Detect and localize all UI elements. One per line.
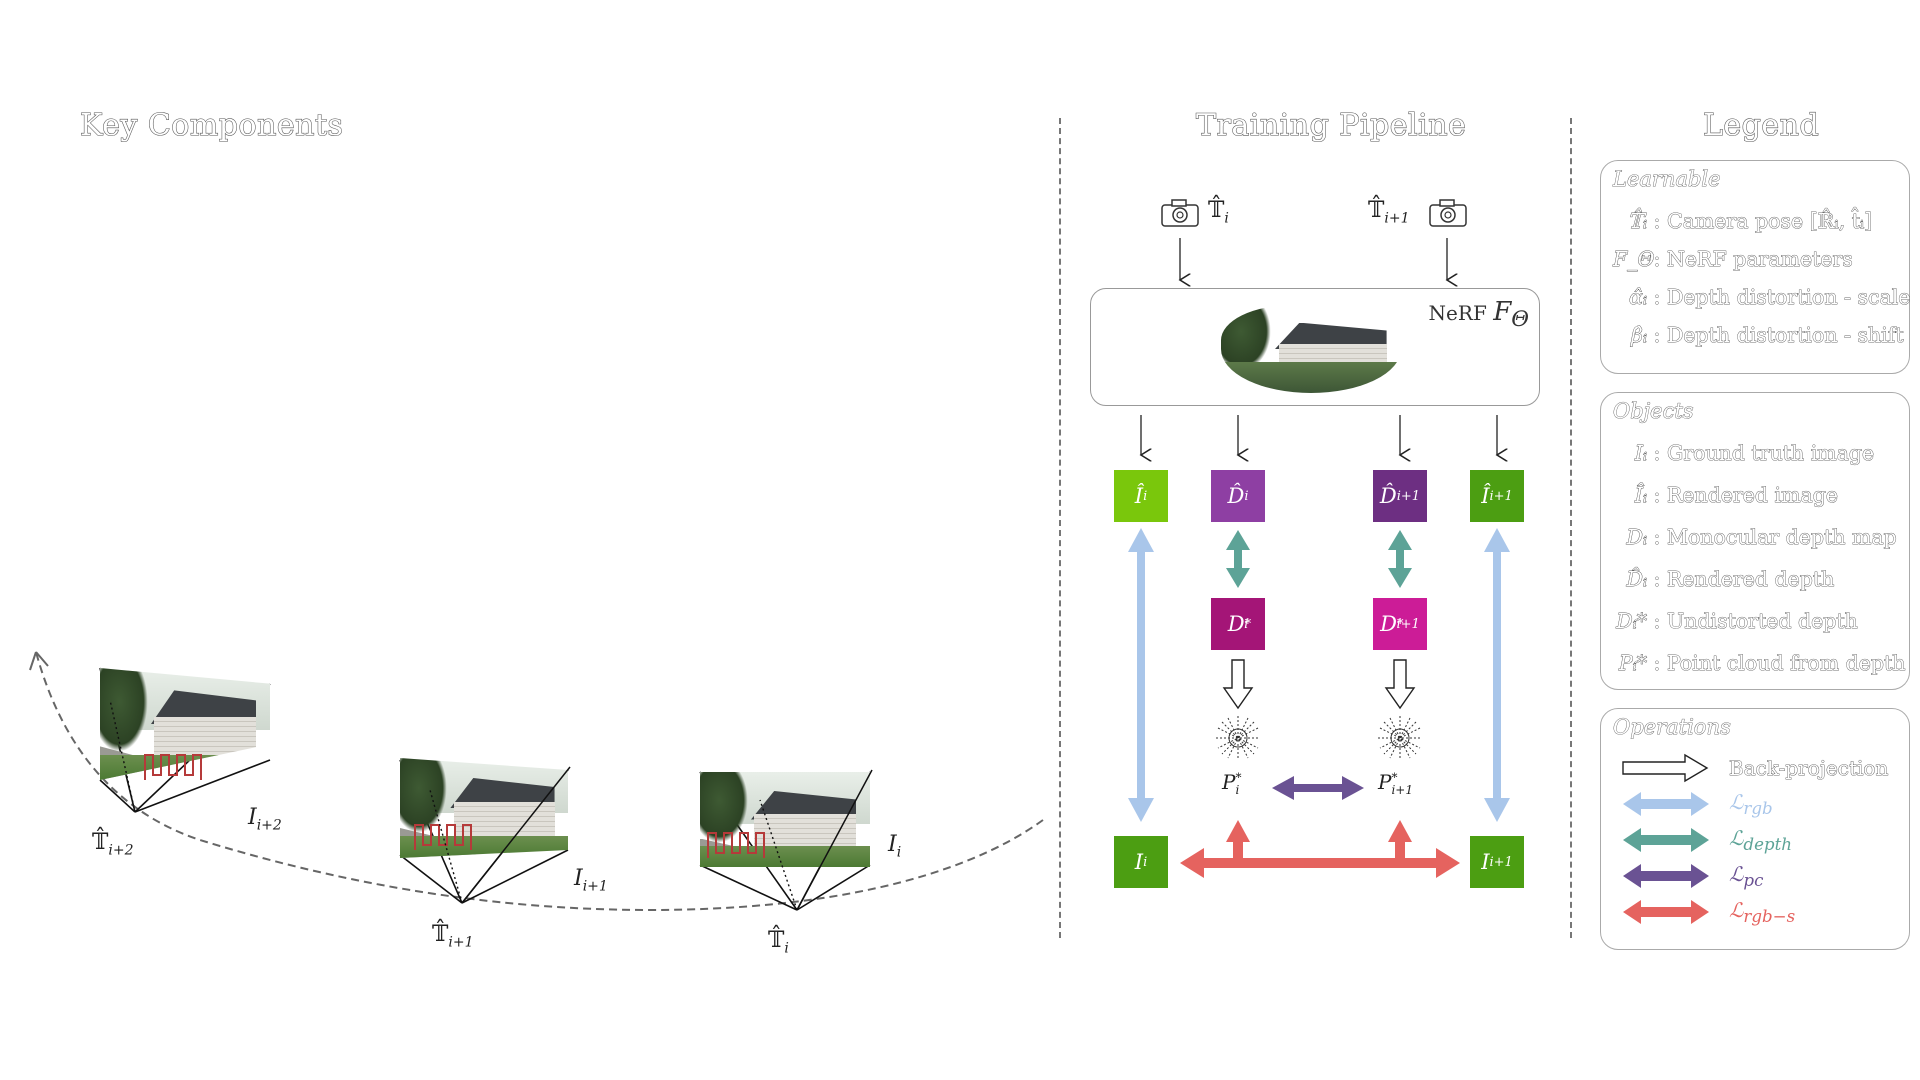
pose-label-i: 𝕋̂i — [768, 928, 789, 957]
loss-depth-arrows — [1226, 530, 1412, 588]
nerf-model-box: NeRF FΘ — [1090, 288, 1540, 406]
point-cloud-icon-i — [1216, 716, 1260, 760]
left-divider — [1059, 118, 1061, 938]
legend-objects-row: Pᵢ* : Point cloud from depth — [1618, 651, 1906, 676]
double-arrow-pc-icon — [1623, 864, 1709, 888]
image-plane-i — [700, 772, 870, 867]
box-undistorted-depth-i1: D * i+1 — [1373, 598, 1427, 650]
box-rendered-depth-i: D̂ i — [1211, 470, 1265, 522]
loss-rgb-arrows — [1128, 528, 1510, 822]
legend-objects-row: Dᵢ* : Undistorted depth — [1616, 609, 1858, 634]
legend-op-pc: ℒpc — [1621, 861, 1763, 891]
point-cloud-label-i1: P*i+1 — [1378, 770, 1413, 797]
pose-label-i1: 𝕋̂i+1 — [432, 922, 474, 951]
camera-icon-right — [1429, 199, 1467, 227]
image-label-i1: Ii+1 — [574, 866, 608, 895]
legend-op-rgbs: ℒrgb−s — [1621, 897, 1795, 927]
nerf-label: NeRF FΘ — [1428, 297, 1529, 333]
squiggle-i2 — [144, 754, 202, 780]
nerf-scene-render — [1221, 305, 1401, 393]
legend-learnable-panel: Learnable 𝕋̂ᵢ : Camera pose [ℝ̂ᵢ, t̂ᵢ] F… — [1600, 160, 1911, 374]
trajectory-overlay — [109, 699, 873, 911]
legend-learnable-row: β̂ᵢ : Depth distortion - shift — [1631, 323, 1904, 348]
legend-objects-row: Îᵢ : Rendered image — [1634, 483, 1839, 508]
legend-objects-row: D̂ᵢ : Rendered depth — [1626, 567, 1835, 592]
legend-objects-row: Dᵢ : Monocular depth map — [1626, 525, 1897, 550]
squiggle-i1 — [414, 824, 472, 850]
right-divider — [1570, 118, 1572, 938]
key-components-title: Key Components — [79, 107, 344, 143]
double-arrow-rgb-icon — [1623, 792, 1709, 816]
legend-op-backprojection: Back-projection — [1621, 753, 1889, 783]
point-cloud-icon-i1 — [1378, 716, 1422, 760]
legend-learnable-title: Learnable — [1613, 167, 1721, 192]
training-pipeline-title: Training Pipeline — [1195, 107, 1467, 143]
hollow-arrow-icon — [1622, 753, 1709, 783]
trajectory-arrowhead — [29, 651, 49, 671]
legend-objects-row: Iᵢ : Ground truth image — [1634, 441, 1875, 466]
double-arrow-depth-icon — [1623, 828, 1709, 852]
camera-icon-left — [1161, 199, 1199, 227]
legend-op-depth: ℒdepth — [1621, 825, 1792, 855]
image-label-i: Ii — [888, 832, 902, 861]
legend-op-rgb: ℒrgb — [1621, 789, 1773, 819]
legend-operations-title: Operations — [1613, 715, 1732, 740]
legend-operations-panel: Operations Back-projection ℒrgb ℒdepth ℒ… — [1600, 708, 1910, 950]
point-cloud-label-i: P*i — [1222, 770, 1242, 797]
loss-rgbs-arrows — [1180, 820, 1460, 878]
legend-title: Legend — [1702, 107, 1820, 143]
squiggle-i — [707, 832, 765, 858]
camera-pose-label-right: 𝕋̂i+1 — [1368, 198, 1410, 227]
legend-objects-title: Objects — [1613, 399, 1694, 424]
pose-label-i2: 𝕋̂i+2 — [92, 830, 134, 859]
camera-pose-label-left: 𝕋̂i — [1208, 198, 1229, 227]
loss-pc-arrow — [1272, 776, 1364, 800]
legend-objects-panel: Objects Iᵢ : Ground truth image Îᵢ : Ren… — [1600, 392, 1910, 690]
double-arrow-rgbs-icon — [1623, 900, 1709, 924]
pipeline-arrows — [1128, 238, 1510, 878]
image-label-i2: Ii+2 — [248, 805, 282, 834]
backprojection-arrows — [1222, 659, 1416, 710]
box-rendered-depth-i1: D̂ i+1 — [1373, 470, 1427, 522]
box-undistorted-depth-i: D * i — [1211, 598, 1265, 650]
legend-learnable-row: F_Θ : NeRF parameters — [1613, 247, 1854, 272]
legend-learnable-row: 𝕋̂ᵢ : Camera pose [ℝ̂ᵢ, t̂ᵢ] — [1627, 209, 1873, 234]
legend-learnable-row: α̂ᵢ : Depth distortion - scale — [1629, 285, 1911, 310]
